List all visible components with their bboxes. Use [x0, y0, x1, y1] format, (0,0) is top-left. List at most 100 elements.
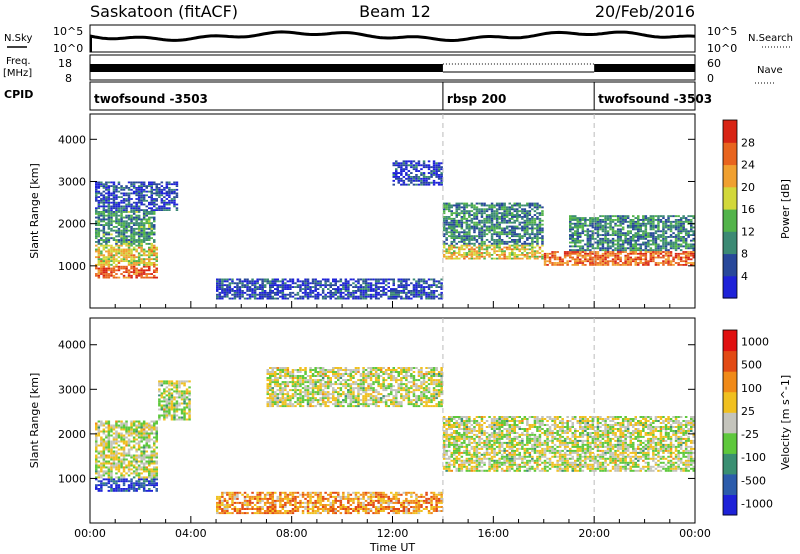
heatmap-cell [584, 224, 587, 227]
heatmap-cell [122, 256, 126, 259]
heatmap-cell [266, 493, 269, 496]
heatmap-cell [127, 242, 131, 245]
heatmap-cell [500, 227, 504, 230]
heatmap-cell [246, 288, 249, 290]
heatmap-cell [122, 235, 126, 238]
heatmap-cell [674, 245, 678, 248]
heatmap-cell [420, 278, 423, 281]
heatmap-cell [344, 288, 348, 290]
heatmap-cell [450, 214, 453, 216]
heatmap-cell [142, 428, 146, 431]
heatmap-cell [687, 236, 690, 238]
heatmap-cell [142, 450, 146, 453]
heatmap-cell [321, 278, 325, 281]
heatmap-cell [127, 444, 131, 447]
heatmap-cell [611, 241, 615, 244]
heatmap-cell [125, 229, 128, 232]
heatmap-cell [140, 458, 143, 461]
heatmap-cell [168, 199, 171, 202]
heatmap-cell [158, 209, 161, 211]
heatmap-cell [488, 219, 491, 222]
heatmap-cell [498, 225, 501, 228]
heatmap-cell [125, 489, 128, 492]
heatmap-cell [629, 219, 632, 221]
heatmap-cell [158, 205, 161, 208]
heatmap-cell [664, 249, 668, 252]
heatmap-cell [324, 280, 327, 283]
heatmap-cell [127, 241, 131, 243]
heatmap-cell [102, 456, 106, 459]
heatmap-cell [226, 291, 229, 294]
heatmap-cell [508, 210, 511, 213]
heatmap-cell [127, 489, 131, 492]
heatmap-cell [682, 222, 685, 225]
heatmap-cell [117, 476, 121, 479]
heatmap-cell [458, 252, 461, 254]
heatmap-cell [170, 384, 174, 387]
heatmap-cell [417, 282, 421, 285]
heatmap-cell [226, 491, 229, 494]
heatmap-cell [407, 174, 411, 176]
heatmap-cell [405, 288, 408, 290]
heatmap-cell [662, 243, 665, 246]
heatmap-cell [102, 226, 106, 228]
heatmap-cell [664, 239, 668, 242]
heatmap-cell [150, 201, 153, 204]
heatmap-cell [233, 282, 237, 285]
heatmap-cell [296, 278, 300, 281]
heatmap-cell [352, 286, 355, 288]
heatmap-cell [155, 258, 158, 261]
heatmap-cell [100, 267, 103, 270]
heatmap-cell [581, 230, 585, 233]
heatmap-cell [102, 187, 106, 189]
heatmap-cell [107, 254, 111, 257]
heatmap-cell [571, 234, 574, 236]
heatmap-cell [145, 436, 148, 439]
heatmap-cell [117, 488, 121, 490]
heatmap-cell [498, 257, 501, 260]
heatmap-cell [629, 260, 632, 263]
heatmap-cell [112, 198, 116, 200]
heatmap-cell [127, 229, 131, 232]
heatmap-cell [508, 240, 511, 243]
heatmap-cell [402, 278, 406, 281]
heatmap-cell [616, 262, 620, 264]
heatmap-cell [586, 260, 590, 263]
heatmap-cell [286, 512, 290, 515]
freq-tick-label: 8 [65, 72, 72, 85]
heatmap-cell [412, 286, 416, 288]
heatmap-cell [117, 250, 121, 253]
heatmap-cell [485, 204, 489, 207]
heatmap-cell [669, 243, 673, 246]
heatmap-cell [120, 235, 123, 238]
heatmap-cell [632, 228, 635, 231]
heatmap-cell [140, 254, 143, 257]
heatmap-cell [508, 219, 511, 222]
heatmap-cell [657, 226, 660, 229]
heatmap-cell [105, 470, 108, 473]
heatmap-cell [110, 185, 113, 187]
heatmap-cell [677, 252, 680, 255]
heatmap-cell [604, 262, 607, 264]
heatmap-cell [533, 250, 537, 253]
heatmap-cell [221, 288, 224, 290]
heatmap-cell [110, 444, 113, 447]
heatmap-cell [606, 215, 610, 218]
heatmap-cell [173, 199, 176, 202]
heatmap-cell [367, 295, 370, 298]
heatmap-cell [155, 198, 158, 200]
heatmap-cell [463, 239, 466, 241]
heatmap-cell [185, 388, 189, 391]
heatmap-cell [576, 224, 579, 227]
heatmap-cell [619, 215, 622, 218]
heatmap-cell [223, 290, 227, 292]
heatmap-cell [379, 282, 383, 285]
heatmap-cell [415, 170, 418, 172]
nsearch-label: N.Search [748, 33, 793, 44]
heatmap-cell [470, 237, 474, 239]
heatmap-cell [531, 246, 534, 249]
heatmap-cell [173, 183, 176, 186]
heatmap-cell [117, 220, 121, 223]
heatmap-cell [513, 231, 516, 234]
heatmap-cell [110, 258, 113, 261]
